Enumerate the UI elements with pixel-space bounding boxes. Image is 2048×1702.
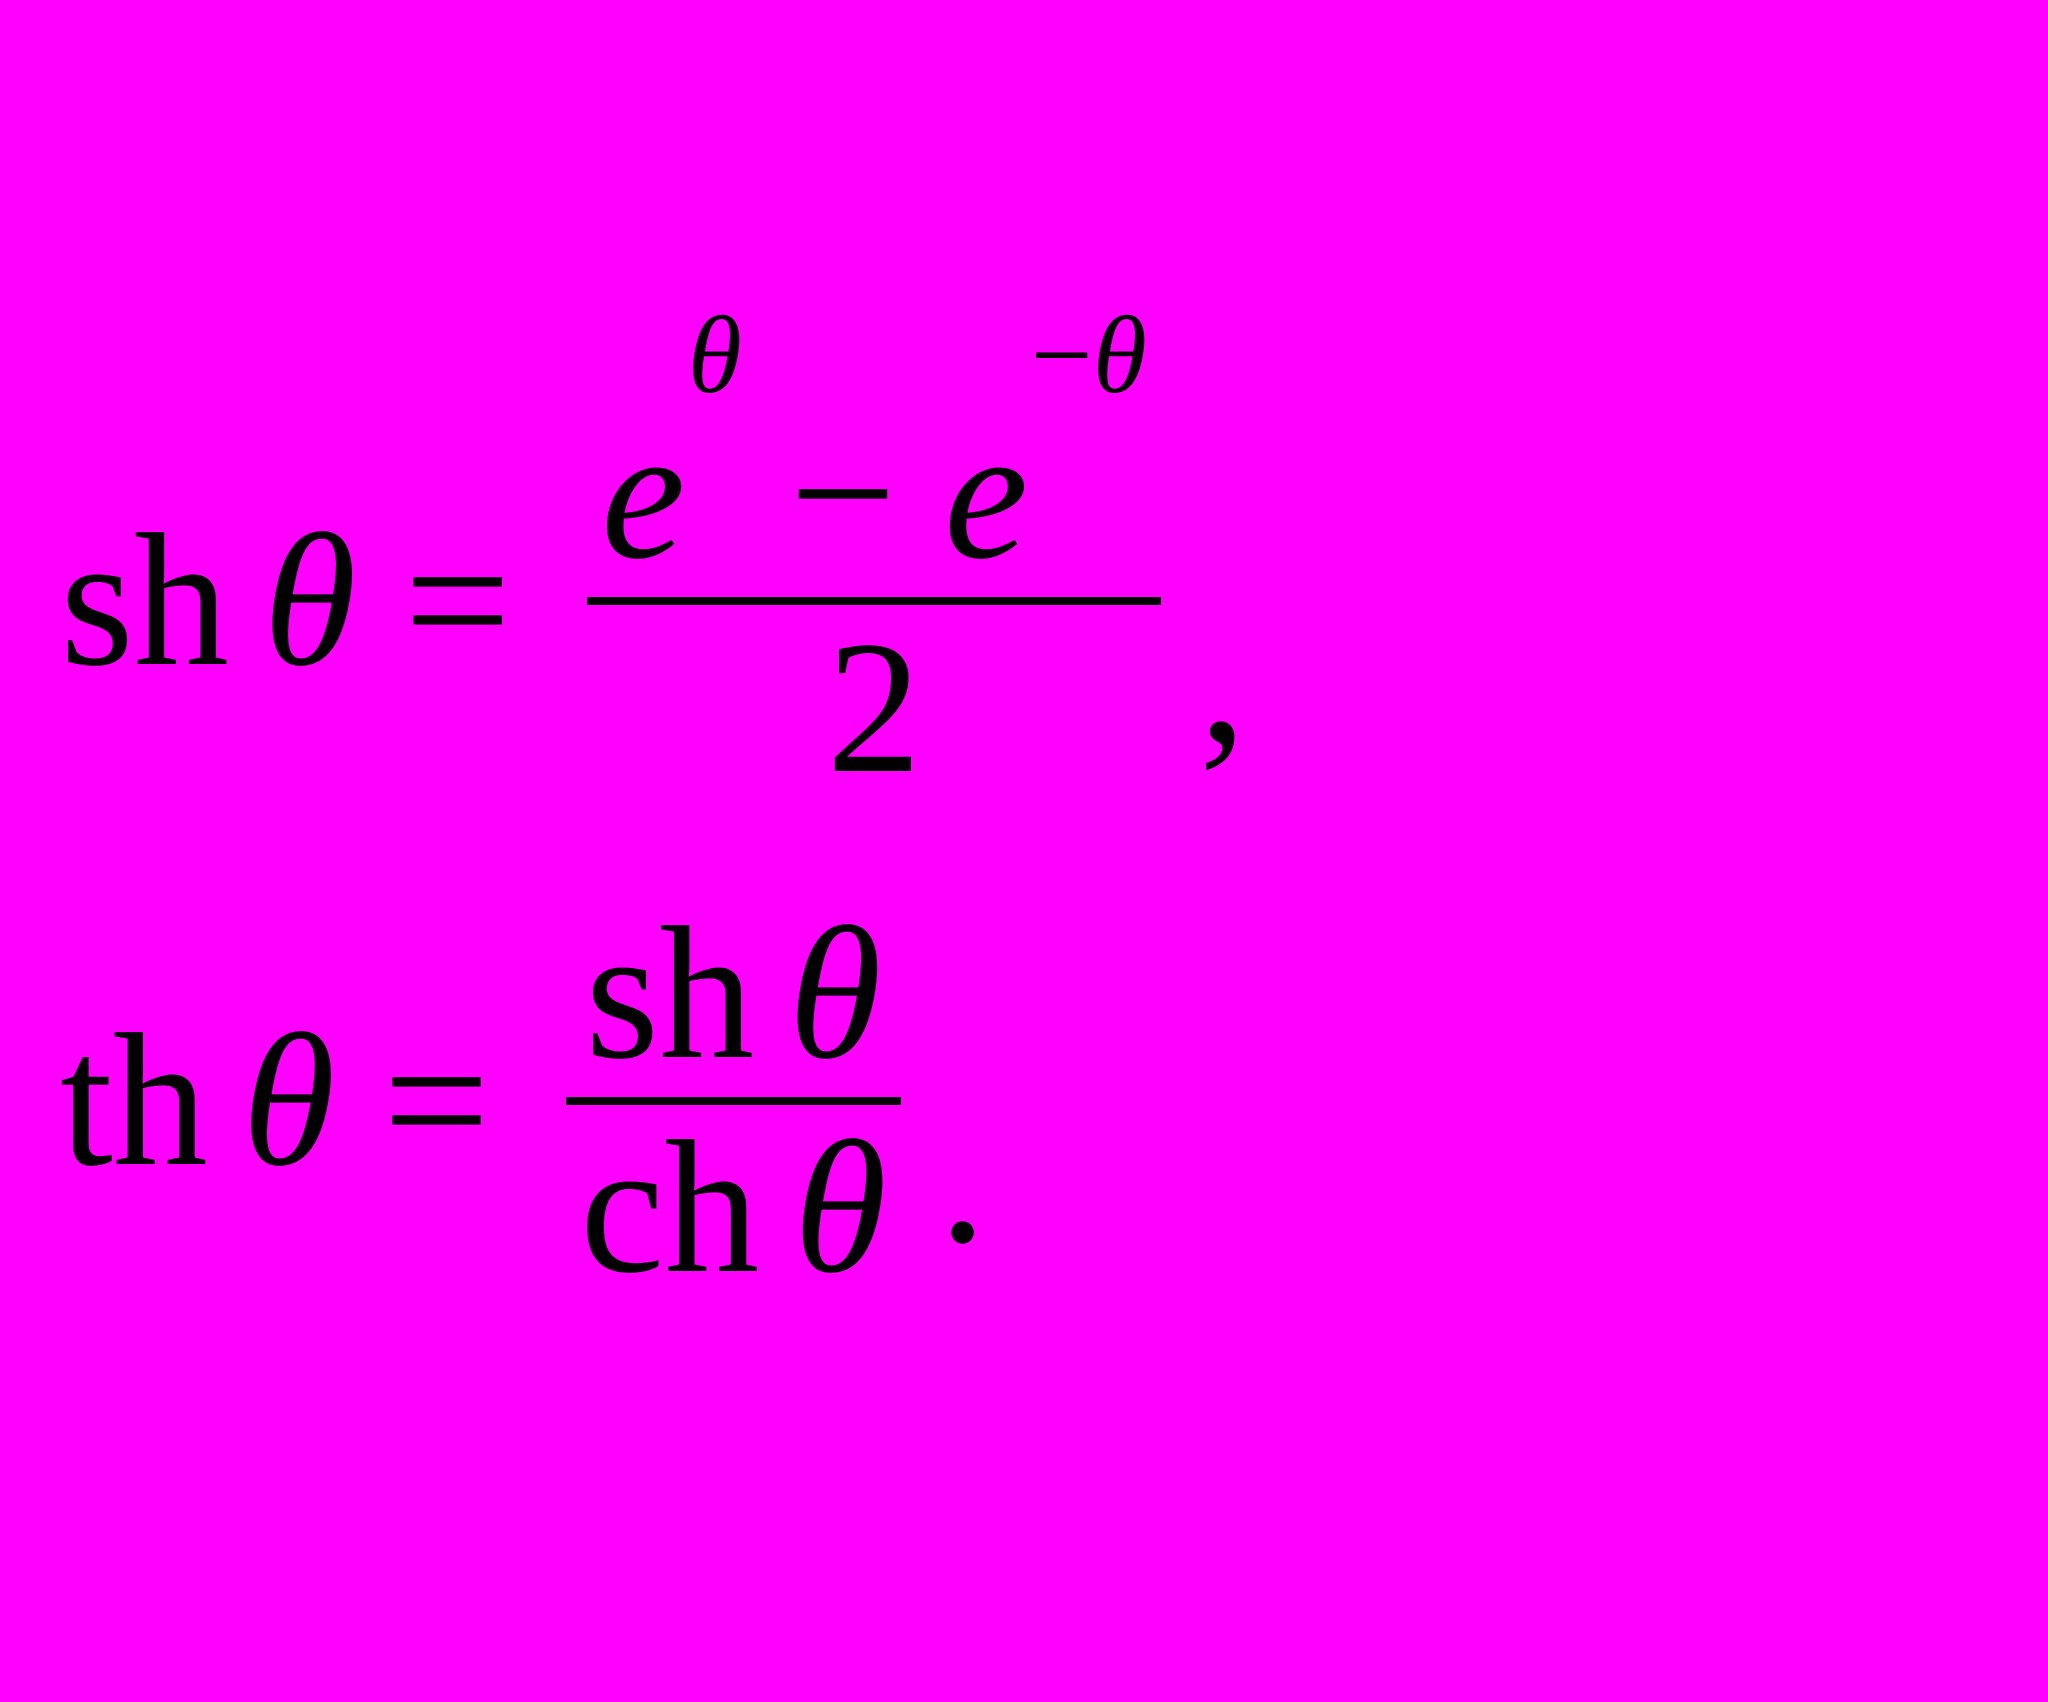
eq1-punct: , [1189,583,1246,811]
eq1-e2-base: e [944,399,1028,589]
equation-block: sh θ = e θ − e −θ 2 , [60,391,1246,1311]
eq1-term-e-theta: e θ [601,399,742,589]
eq2-arg: θ [242,1006,335,1196]
eq1-fn: sh [60,506,229,696]
eq1-num-minus: − [742,399,944,589]
eq2-fn: th [60,1006,208,1196]
eq1-fraction: e θ − e −θ 2 [587,391,1161,811]
equation-1: sh θ = e θ − e −θ 2 , [60,391,1246,811]
eq1-e2-exp-theta: θ [1093,294,1147,416]
eq2-numerator: sh θ [571,891,895,1097]
eq1-arg: θ [263,506,356,696]
eq2-lhs: th θ [60,1006,335,1196]
eq2-fraction: sh θ ch θ [566,891,901,1311]
eq1-denominator: 2 [812,605,935,811]
eq2-equals: = [335,1006,537,1196]
eq2-den-arg: θ [794,1113,887,1303]
eq2-denominator: ch θ [566,1105,901,1311]
eq1-numerator: e θ − e −θ [587,391,1161,597]
eq2-punct: . [929,1083,986,1311]
eq1-e2-exp-sign: − [1031,294,1093,416]
eq2-num-arg: θ [788,899,881,1089]
eq1-term-e-minus-theta: e −θ [944,399,1147,589]
eq2-den-fn: ch [580,1113,759,1303]
eq2-num-fn: sh [585,899,754,1089]
eq1-e1-exp: θ [688,300,742,410]
equation-2: th θ = sh θ ch θ . [60,891,1246,1311]
eq1-equals: = [356,506,558,696]
eq1-e1-base: e [601,399,685,589]
eq1-lhs: sh θ [60,506,356,696]
eq1-e2-exp: −θ [1031,300,1147,410]
